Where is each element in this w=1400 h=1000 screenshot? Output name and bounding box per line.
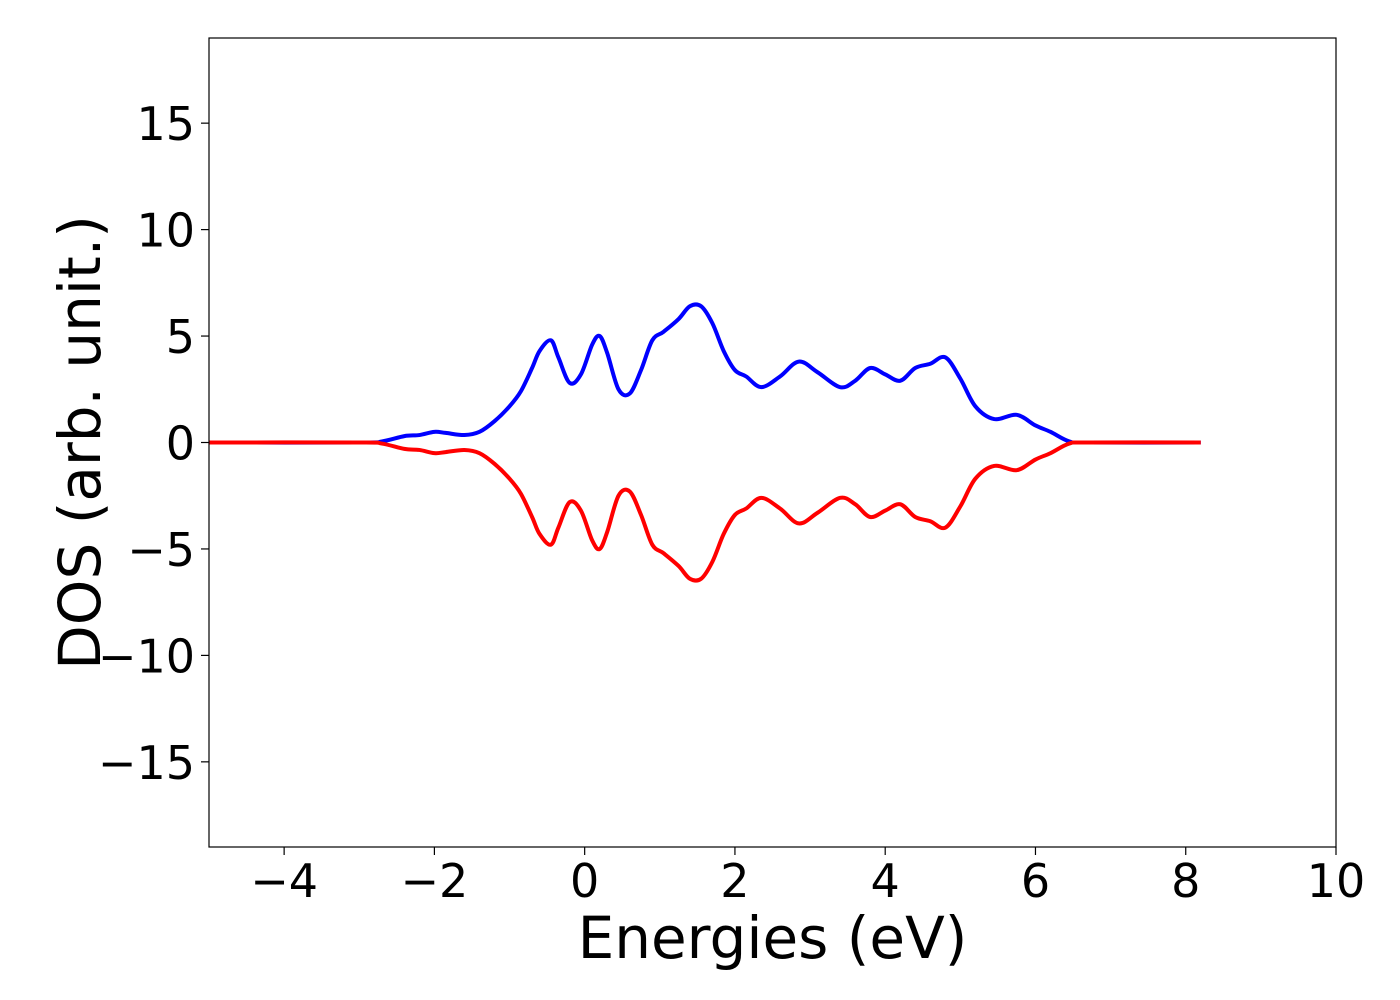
y-tick-label: 10 — [136, 204, 195, 258]
series-line-1 — [208, 440, 1201, 583]
y-axis-ticks: −15 −10 −5 0 5 10 15 — [98, 97, 209, 790]
y-tick-label: −15 — [98, 736, 195, 790]
y-tick-label: 15 — [136, 97, 195, 151]
x-tick-label: 6 — [1021, 854, 1050, 908]
series-layer — [208, 302, 1201, 583]
x-tick-label: 10 — [1307, 854, 1366, 908]
y-tick-label: −10 — [98, 629, 195, 683]
y-tick-label: 0 — [166, 417, 195, 471]
x-tick-label: −4 — [250, 854, 318, 908]
x-tick-label: 0 — [570, 854, 599, 908]
y-axis-label: DOS (arb. unit.) — [46, 215, 114, 670]
x-tick-label: −2 — [400, 854, 468, 908]
x-tick-label: 8 — [1171, 854, 1200, 908]
x-axis-ticks: −4 −2 0 2 4 6 8 10 — [250, 847, 1365, 908]
series-line-0 — [208, 302, 1201, 445]
x-axis-label: Energies (eV) — [578, 904, 968, 972]
y-tick-label: −5 — [127, 523, 195, 577]
x-tick-label: 4 — [871, 854, 900, 908]
y-tick-label: 5 — [166, 310, 195, 364]
x-tick-label: 2 — [720, 854, 749, 908]
